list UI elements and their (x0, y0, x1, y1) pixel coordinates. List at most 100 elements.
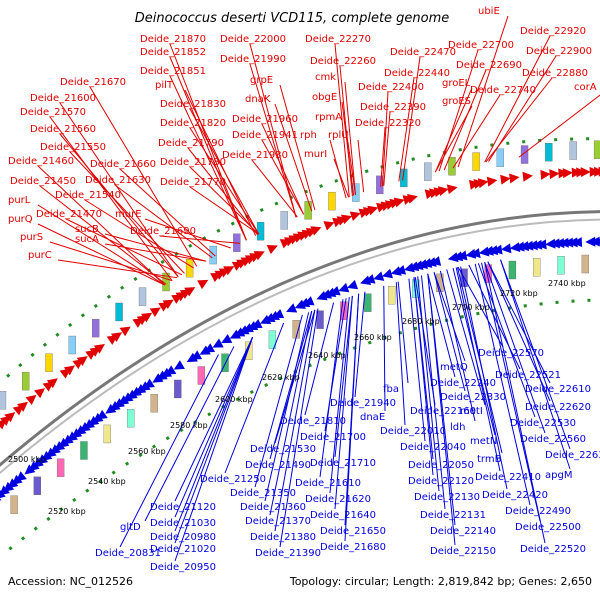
reverse-gene (531, 239, 543, 250)
reverse-gene-label: Deide_21390 (255, 548, 321, 559)
reverse-leader-line (274, 309, 316, 444)
forward-gene (500, 174, 511, 185)
reverse-leader-line (174, 337, 254, 544)
kbp-tick-label: 2660 kbp (354, 333, 392, 342)
kbp-tick-label: 2620 kbp (262, 373, 300, 382)
forward-gene (119, 326, 131, 337)
feature-block (68, 335, 76, 355)
genome-backbone (0, 210, 600, 475)
feature-block (545, 143, 553, 162)
forward-leader-line (484, 35, 551, 163)
kbp-tick-label: 2540 kbp (88, 477, 126, 486)
reverse-leader-line (264, 312, 310, 502)
forward-gene-label: Deide_21450 (10, 176, 76, 187)
forward-leader-line (333, 158, 350, 198)
forward-leader-line (402, 56, 421, 181)
forward-gene (4, 412, 16, 423)
reverse-leader-line (319, 299, 344, 478)
reverse-gene (199, 345, 211, 355)
forward-gene-label: pilT (155, 80, 174, 91)
kbp-tick-label: 2640 kbp (308, 351, 346, 360)
reverse-gene-label: Deide_22520 (520, 544, 586, 555)
forward-gene-label: Deide_21930 (222, 150, 288, 161)
forward-gene-label: Deide_22700 (448, 40, 514, 51)
reverse-gene-label: Deide_21940 (330, 398, 396, 409)
forward-gene-label: Deide_21852 (140, 47, 206, 58)
reverse-gene (165, 365, 177, 375)
forward-gene-label: Deide_21560 (30, 124, 96, 135)
reverse-gene-label: Deide_22500 (515, 522, 581, 533)
feature-block (245, 341, 253, 361)
reverse-gene-label: Deide_22150 (430, 546, 496, 557)
forward-leader-line (380, 127, 386, 187)
feature-block (328, 191, 336, 211)
reverse-gene-label: metQ (440, 362, 468, 373)
forward-leader-line (261, 123, 305, 215)
feature-block (557, 256, 565, 275)
reverse-gene (412, 260, 424, 271)
reverse-gene (408, 261, 420, 272)
reverse-gene-label: Deide_22330 (440, 392, 506, 403)
feature-block (424, 162, 432, 181)
reverse-gene-label: Deide_21030 (150, 518, 216, 529)
reverse-gene-label: Deide_21610 (295, 478, 361, 489)
forward-gene-label: purS (20, 232, 43, 243)
reverse-gene-label: Deide_22521 (495, 370, 561, 381)
reverse-gene (251, 318, 263, 328)
forward-leader-line (189, 127, 260, 235)
reverse-leader-line (397, 281, 409, 384)
forward-gene (310, 226, 322, 236)
forward-leader-line (383, 111, 391, 186)
forward-gene-label: Deide_21990 (220, 54, 286, 65)
forward-leader-line (341, 101, 355, 196)
forward-gene (197, 279, 209, 290)
forward-gene-label: Deide_21540 (55, 190, 121, 201)
reverse-gene (186, 352, 198, 363)
forward-leader-line (381, 91, 389, 187)
forward-gene (63, 365, 75, 376)
reverse-gene-label: Deide_21810 (280, 416, 346, 427)
reverse-leader-line (329, 297, 350, 494)
reverse-leader-line (460, 266, 508, 490)
forward-gene-label: Deide_21470 (36, 209, 102, 220)
reverse-leader-line (304, 302, 335, 416)
reverse-gene (143, 378, 155, 389)
kbp-tick-label: 2600 kbp (215, 395, 253, 404)
forward-leader-line (279, 84, 316, 210)
reverse-gene-label: Deide_21530 (250, 444, 316, 455)
reverse-gene (447, 252, 459, 263)
feature-block (138, 287, 147, 306)
feature-block (127, 409, 135, 428)
reverse-gene (491, 244, 503, 255)
forward-gene-label: Deide_21690 (130, 226, 196, 237)
reverse-leader-line (119, 354, 219, 548)
forward-leader-line (39, 185, 167, 285)
forward-gene-label: dnaK (245, 94, 271, 105)
forward-gene (562, 168, 573, 179)
feature-block (581, 254, 590, 274)
reverse-gene-label: apgM (545, 470, 572, 481)
reverse-gene (395, 264, 407, 275)
reverse-gene (0, 498, 2, 501)
forward-gene (349, 211, 361, 222)
reverse-gene (173, 360, 185, 370)
forward-leader-line (434, 105, 473, 173)
forward-leader-line (189, 108, 260, 235)
reverse-gene (403, 262, 415, 273)
reverse-leader-line (457, 266, 504, 348)
forward-leader-line (398, 77, 415, 182)
forward-gene-label: Deide_22470 (390, 47, 456, 58)
reverse-gene (469, 248, 481, 258)
reverse-gene-label: Deide_21380 (250, 532, 316, 543)
feature-block (185, 258, 194, 278)
kbp-tick-label: 2560 kbp (128, 447, 166, 456)
reverse-leader-line (413, 277, 434, 476)
kbp-tick-label: 2700 kbp (452, 303, 490, 312)
forward-gene-label: purC (28, 250, 52, 261)
forward-gene (522, 171, 533, 182)
forward-gene (446, 184, 458, 195)
feature-block (115, 302, 123, 322)
kbp-tick-label: 2520 kbp (48, 507, 86, 516)
forward-leader-line (114, 184, 213, 259)
